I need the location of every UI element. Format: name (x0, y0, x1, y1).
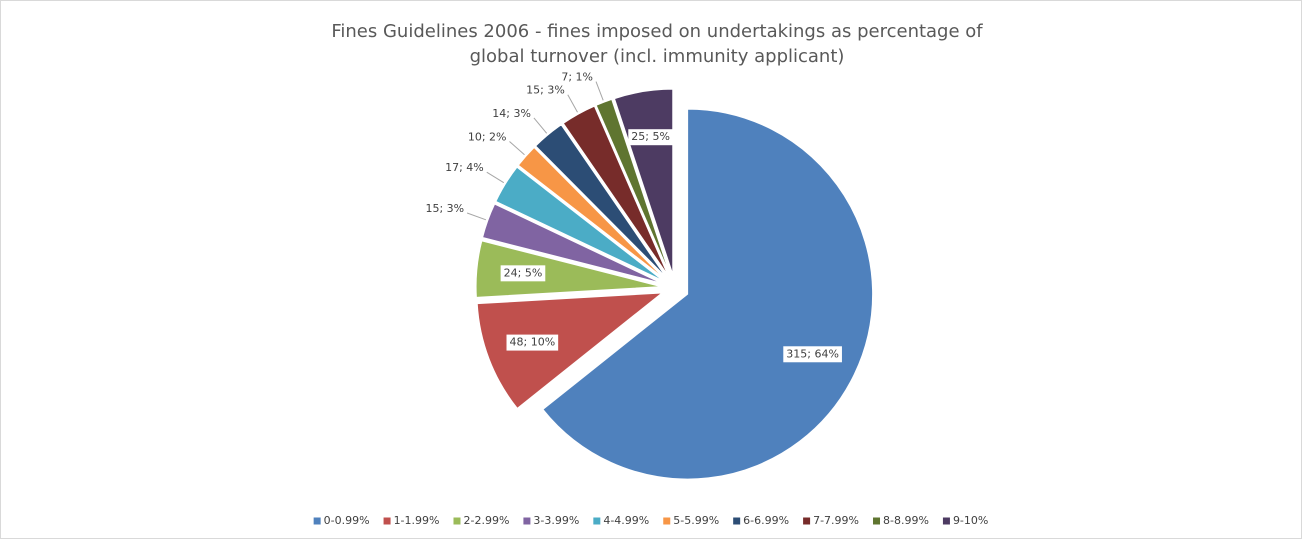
pie-slice (595, 98, 671, 276)
data-label-box (500, 265, 546, 282)
data-label: 48; 10% (510, 336, 556, 349)
legend-item: 6-6.99% (733, 514, 789, 527)
leader-line (567, 94, 578, 113)
data-label: 25; 5% (631, 130, 670, 143)
legend-label: 8-8.99% (883, 514, 929, 527)
pie-slice (534, 124, 667, 278)
leader-line (466, 212, 487, 221)
legend-swatch (383, 517, 391, 525)
pie-slice (517, 146, 665, 280)
pie-slice (481, 203, 663, 284)
legend-item: 1-1.99% (383, 514, 440, 527)
data-label: 315; 64% (786, 347, 839, 360)
data-label-group: 24; 5% (500, 265, 546, 282)
legend-item: 8-8.99% (873, 514, 929, 527)
legend-swatch (453, 517, 461, 525)
legend-swatch (313, 517, 321, 525)
legend-label: 1-1.99% (394, 514, 440, 527)
legend-swatch (593, 517, 601, 525)
data-label-box (506, 334, 559, 351)
data-label-group: 25; 5% (628, 129, 673, 146)
data-label: 15; 3% (526, 84, 565, 97)
data-label-box (628, 129, 673, 146)
pie-slice (562, 105, 669, 277)
legend-label: 4-4.99% (603, 514, 649, 527)
data-label: 7; 1% (561, 71, 593, 84)
legend-item: 9-10% (942, 514, 988, 527)
leader-line (486, 171, 505, 184)
legend-label: 6-6.99% (743, 514, 789, 527)
leader-line (509, 141, 525, 156)
data-label: 24; 5% (504, 266, 543, 279)
legend-label: 7-7.99% (813, 514, 859, 527)
leader-line (595, 81, 604, 101)
legend-item: 5-5.99% (663, 514, 719, 527)
legend-swatch (733, 517, 741, 525)
legend-swatch (663, 517, 671, 525)
legend-label: 5-5.99% (673, 514, 719, 527)
pie-slice (476, 292, 664, 410)
legend-item: 0-0.99% (313, 514, 370, 527)
pie-slice (495, 166, 664, 282)
data-label: 10; 2% (468, 131, 507, 144)
data-label: 17; 4% (445, 161, 484, 174)
leader-line (533, 117, 548, 134)
data-label-box (783, 346, 842, 363)
legend-label: 0-0.99% (324, 514, 370, 527)
legend-label: 2-2.99% (463, 514, 509, 527)
legend-label: 3-3.99% (533, 514, 579, 527)
legend-swatch (523, 517, 531, 525)
data-label-group: 48; 10% (506, 334, 559, 351)
legend-item: 7-7.99% (803, 514, 859, 527)
pie-slice (542, 108, 874, 480)
pie-slice (475, 240, 662, 298)
data-label: 14; 3% (492, 107, 531, 120)
legend-item: 3-3.99% (523, 514, 579, 527)
chart-title: Fines Guidelines 2006 - fines imposed on… (331, 21, 983, 67)
legend-label: 9-10% (953, 514, 988, 527)
legend-swatch (942, 517, 950, 525)
legend-swatch (803, 517, 811, 525)
data-label: 15; 3% (425, 202, 464, 215)
legend-item: 2-2.99% (453, 514, 509, 527)
data-label-group: 315; 64% (783, 346, 842, 363)
legend-swatch (873, 517, 881, 525)
legend-item: 4-4.99% (593, 514, 649, 527)
